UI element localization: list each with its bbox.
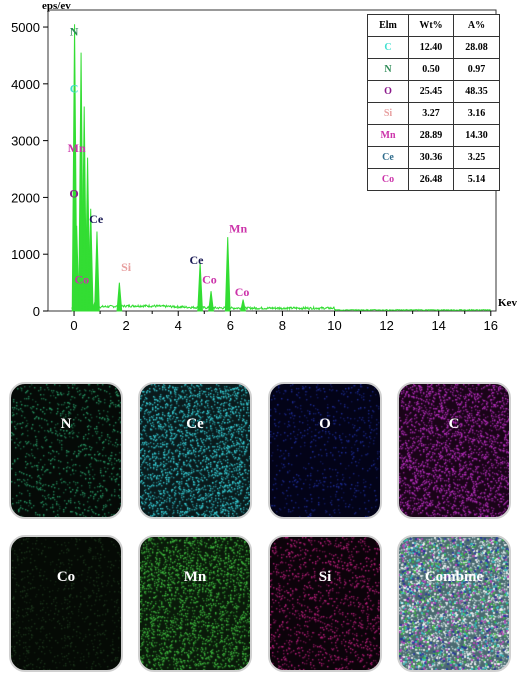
header-elm: Elm (367, 14, 409, 37)
element-map-dots (399, 537, 509, 670)
spectrum-peak (94, 231, 100, 312)
header-wt: Wt% (408, 14, 454, 37)
y-axis-label: eps/ev (42, 0, 71, 12)
y-tick-label: 3000 (11, 134, 40, 149)
peak-annotation: N (70, 25, 79, 39)
peak-annotation: Mn (68, 141, 86, 155)
spectrum-peak (116, 282, 123, 312)
x-tick-label: 0 (70, 318, 77, 330)
composition-table: Elm Wt% A% C 12.40 28.08 N 0.50 0.97 O 25.45 48.… (367, 14, 500, 191)
peak-annotation: Mn (229, 222, 247, 236)
y-tick-label: 1000 (11, 247, 40, 262)
spectrum-peak (73, 225, 80, 312)
table-cell-wt: 12.40 (408, 36, 454, 59)
table-cell-elm: Si (367, 102, 409, 125)
table-cell-a: 0.97 (453, 58, 500, 81)
table-cell-a: 48.35 (453, 80, 500, 103)
table-cell-elm: C (367, 36, 409, 59)
element-map-tile: Mn (138, 535, 252, 672)
element-map-tile: Si (268, 535, 382, 672)
table-header-row: Elm Wt% A% (367, 14, 500, 37)
element-map-dots (270, 537, 380, 670)
spectrum-peak (208, 291, 214, 312)
element-map-tile: N (9, 382, 123, 519)
x-tick-label: 12 (379, 318, 393, 330)
table-cell-a: 28.08 (453, 36, 500, 59)
element-map-label: Mn (183, 569, 207, 585)
element-map-dots (11, 537, 121, 670)
element-map-label: Ce (186, 416, 204, 432)
element-map-dots (270, 384, 380, 517)
element-map-label: Co (56, 569, 76, 585)
element-map-dots (399, 384, 509, 517)
y-tick-label: 4000 (11, 77, 40, 92)
table-row: C 12.40 28.08 (367, 36, 500, 59)
table-cell-wt: 25.45 (408, 80, 454, 103)
table-cell-wt: 3.27 (408, 102, 454, 125)
y-tick-label: 5000 (11, 20, 40, 35)
table-cell-a: 3.25 (453, 146, 500, 169)
peak-annotation: Co (235, 285, 250, 299)
table-row: Ce 30.36 3.25 (367, 146, 500, 169)
peak-annotation: O (69, 186, 78, 200)
element-map-dots (11, 384, 121, 517)
peak-annotation: Co (75, 273, 90, 287)
spectrum-peak (197, 262, 203, 312)
table-cell-elm: Co (367, 168, 409, 191)
table-cell-wt: 0.50 (408, 58, 454, 81)
x-tick-label: 10 (327, 318, 341, 330)
table-cell-wt: 28.89 (408, 124, 454, 147)
table-cell-a: 3.16 (453, 102, 500, 125)
x-tick-label: 16 (484, 318, 498, 330)
peak-annotation: Si (121, 260, 132, 274)
x-tick-label: 8 (279, 318, 286, 330)
spectrum-peak (81, 106, 88, 312)
spectrum-baseline (71, 303, 492, 312)
table-row: Mn 28.89 14.30 (367, 124, 500, 147)
element-map-tile: Ce (138, 382, 252, 519)
header-a: A% (453, 14, 500, 37)
table-cell-elm: Mn (367, 124, 409, 147)
x-tick-label: 2 (123, 318, 130, 330)
table-row: O 25.45 48.35 (367, 80, 500, 103)
table-row: N 0.50 0.97 (367, 58, 500, 81)
element-map-tile: C (397, 382, 511, 519)
element-map-label: Si (318, 569, 332, 585)
y-tick-label: 2000 (11, 190, 40, 205)
x-tick-label: 14 (431, 318, 445, 330)
table-row: Si 3.27 3.16 (367, 102, 500, 125)
element-map-dots (140, 537, 250, 670)
table-cell-elm: Ce (367, 146, 409, 169)
element-map-label: N (60, 416, 72, 432)
peak-annotation: Co (202, 273, 217, 287)
element-map-label: C (448, 416, 460, 432)
spectrum-peak (240, 299, 247, 312)
element-map-tile: Co (9, 535, 123, 672)
x-tick-label: 6 (227, 318, 234, 330)
table-cell-wt: 26.48 (408, 168, 454, 191)
y-tick-label: 0 (33, 304, 40, 319)
peak-annotation: Ce (89, 212, 104, 226)
x-axis-label: Kev (498, 297, 517, 309)
table-cell-wt: 30.36 (408, 146, 454, 169)
table-cell-a: 14.30 (453, 124, 500, 147)
element-map-tile: O (268, 382, 382, 519)
table-cell-elm: O (367, 80, 409, 103)
table-row: Co 26.48 5.14 (367, 168, 500, 191)
spectrum-peak (87, 208, 94, 312)
table-cell-elm: N (367, 58, 409, 81)
x-tick-label: 4 (175, 318, 182, 330)
peak-annotation: C (70, 81, 79, 95)
peak-annotation: Ce (189, 253, 204, 267)
element-map-tile: Combine (397, 535, 511, 672)
table-cell-a: 5.14 (453, 168, 500, 191)
spectrum-peak (224, 237, 231, 312)
element-map-label: Combine (424, 569, 484, 585)
element-map-label: O (319, 416, 331, 432)
element-map-dots (140, 384, 250, 517)
